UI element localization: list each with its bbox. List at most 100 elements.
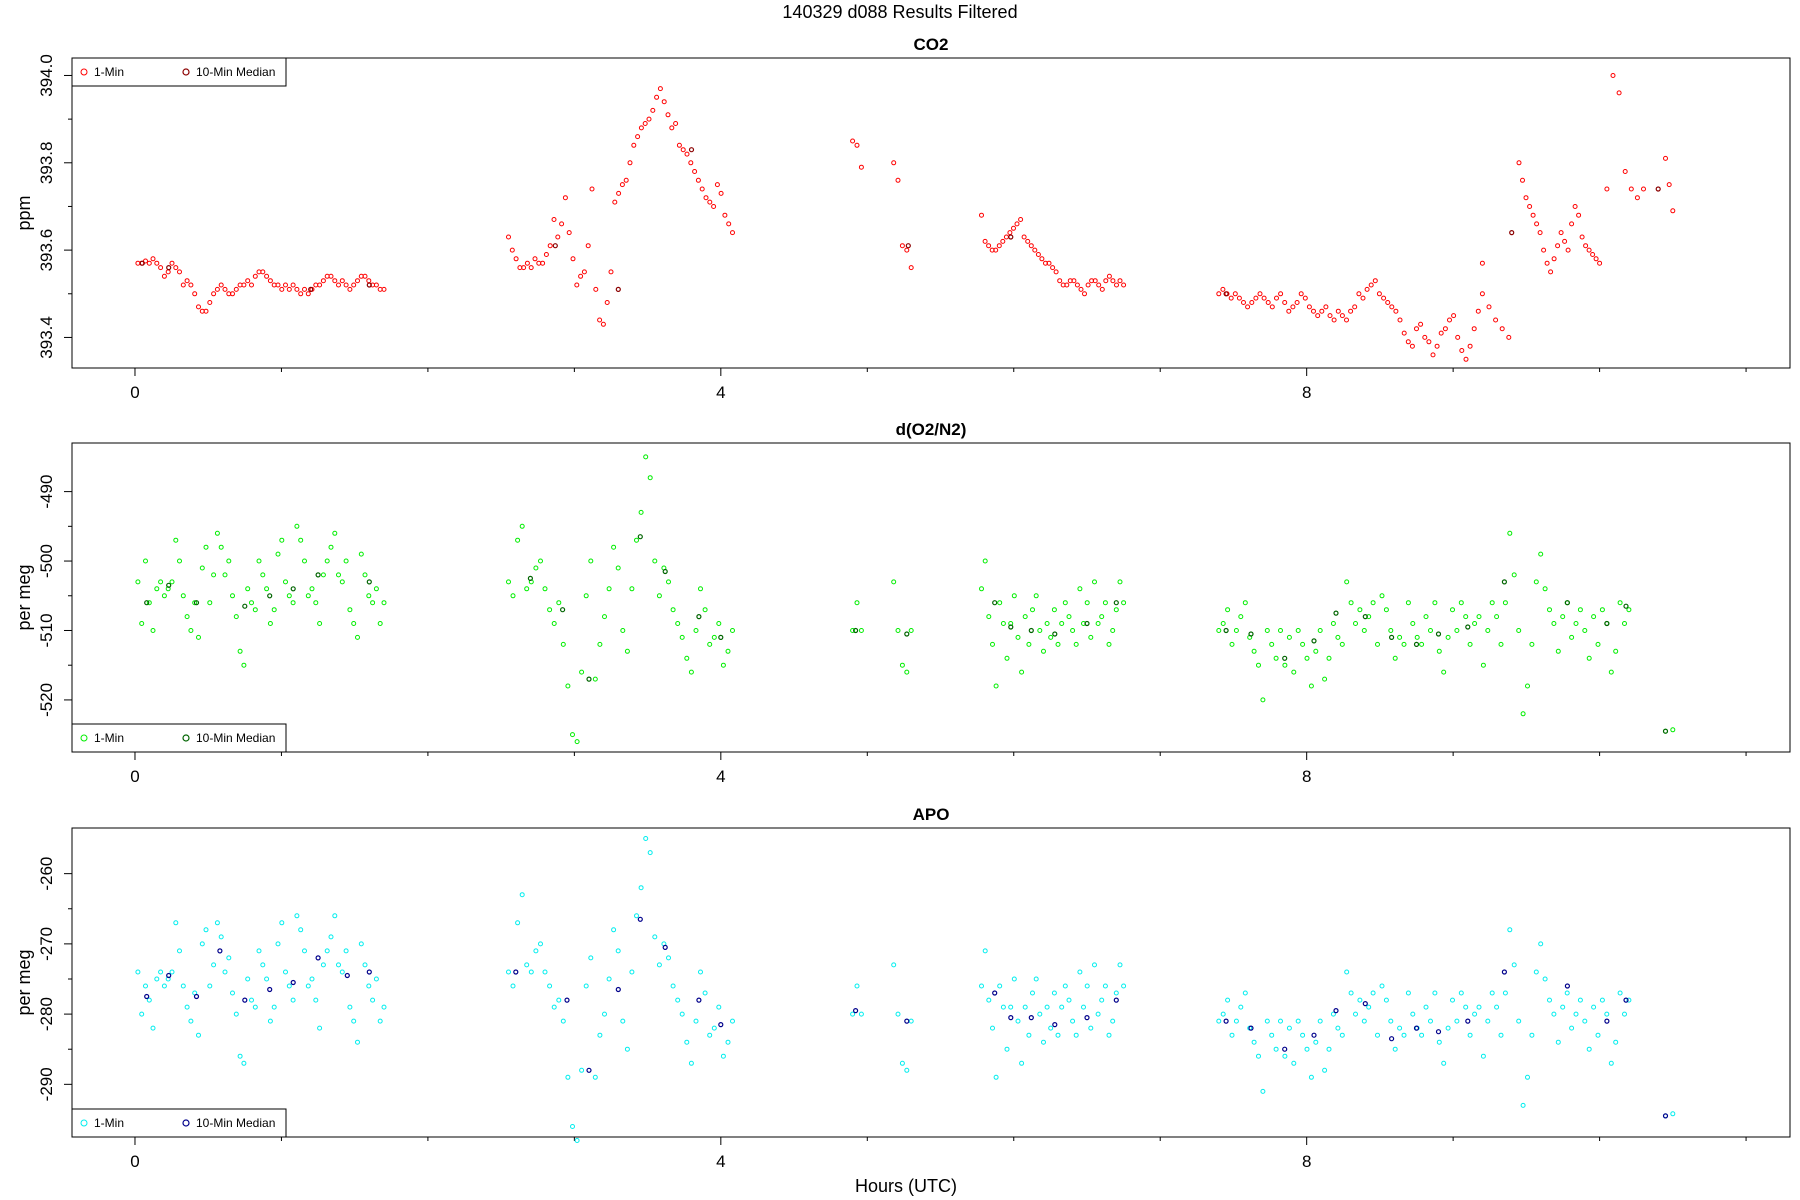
data-point-1-min (1610, 73, 1616, 78)
data-point-1-min (620, 1018, 626, 1024)
data-point-10-min-median (1223, 627, 1229, 634)
data-point-10-min-median (290, 979, 296, 986)
data-point-10-min-median (193, 600, 200, 606)
data-point-1-min (1313, 1039, 1319, 1045)
series-1-min (135, 836, 1676, 1143)
data-point-1-min (1051, 607, 1057, 613)
data-point-1-min (214, 920, 220, 926)
data-point-1-min (574, 282, 580, 288)
data-point-10-min-median (688, 147, 695, 153)
data-point-1-min (688, 1060, 694, 1066)
data-point-1-min (1344, 969, 1350, 975)
data-point-1-min (1015, 1018, 1021, 1024)
data-point-1-min (1051, 990, 1057, 996)
data-point-1-min (1216, 1018, 1222, 1024)
legend-label-1-min: 1-Min (94, 65, 124, 79)
data-point-1-min (1529, 641, 1535, 647)
data-point-1-min (899, 1060, 905, 1066)
data-point-1-min (1041, 1039, 1046, 1045)
data-point-10-min-median (267, 593, 273, 599)
data-point-1-min (1085, 282, 1091, 288)
data-point-1-min (1366, 1004, 1372, 1010)
data-point-1-min (188, 1018, 194, 1024)
data-point-1-min (196, 634, 201, 640)
data-point-1-min (1348, 600, 1354, 606)
data-point-1-min (245, 278, 251, 284)
data-point-1-min (1046, 260, 1052, 266)
series-10-min-median (144, 534, 1669, 734)
data-point-1-min (1459, 348, 1465, 353)
data-point-1-min (979, 212, 984, 218)
data-point-1-min (1494, 1004, 1500, 1010)
data-point-1-min (1430, 352, 1436, 358)
data-point-1-min (1368, 282, 1374, 288)
data-point-1-min (279, 537, 285, 543)
data-point-1-min (908, 628, 914, 633)
data-point-1-min (1463, 356, 1469, 362)
data-point-1-min (1238, 1004, 1244, 1010)
data-point-10-min-median (1008, 624, 1014, 630)
data-point-1-min (1007, 230, 1013, 236)
data-point-1-min (711, 204, 717, 209)
data-point-1-min (256, 558, 262, 564)
data-point-1-min (528, 969, 534, 975)
data-point-1-min (1008, 1004, 1014, 1010)
data-point-1-min (1278, 1018, 1283, 1024)
data-point-1-min (1037, 628, 1043, 633)
data-point-1-min (1290, 304, 1296, 310)
data-point-1-min (579, 1067, 585, 1073)
data-point-1-min (1099, 614, 1105, 620)
data-point-1-min (324, 948, 330, 954)
data-point-1-min (207, 600, 213, 606)
data-point-1-min (1041, 648, 1046, 654)
data-point-1-min (1520, 711, 1526, 717)
data-point-1-min (858, 164, 864, 170)
data-point-1-min (619, 182, 625, 188)
data-point-1-min (1520, 177, 1525, 183)
data-point-1-min (1595, 1032, 1601, 1038)
data-point-1-min (320, 962, 326, 968)
data-point-1-min (1560, 614, 1566, 620)
data-point-1-min (533, 948, 539, 954)
data-point-1-min (355, 1039, 360, 1045)
data-point-1-min (271, 607, 277, 613)
data-point-10-min-median (662, 568, 668, 575)
data-point-1-min (574, 739, 580, 745)
data-point-1-min (720, 662, 726, 668)
data-point-1-min (192, 291, 198, 297)
data-point-1-min (600, 321, 606, 327)
data-point-1-min (1096, 282, 1102, 288)
data-point-1-min (1455, 334, 1461, 340)
data-point-1-min (264, 586, 270, 592)
data-point-1-min (566, 230, 572, 236)
data-point-1-min (1376, 291, 1382, 297)
data-point-1-min (904, 669, 910, 675)
data-point-1-min (1055, 641, 1061, 647)
data-point-1-min (158, 969, 164, 975)
data-point-1-min (850, 1011, 856, 1017)
data-point-1-min (1114, 282, 1119, 288)
data-point-1-min (730, 230, 735, 236)
data-point-1-min (1486, 304, 1492, 310)
data-point-1-min (1106, 641, 1112, 647)
data-point-1-min (1405, 600, 1411, 606)
data-point-1-min (670, 983, 676, 989)
data-point-1-min (1616, 90, 1622, 96)
data-point-1-min (1282, 1053, 1288, 1059)
data-point-1-min (267, 278, 273, 284)
data-point-1-min (652, 934, 658, 940)
data-point-1-min (1502, 600, 1508, 606)
data-point-1-min (506, 234, 511, 240)
data-point-10-min-median (1501, 579, 1508, 585)
data-point-1-min (362, 273, 368, 279)
data-point-1-min (1375, 1032, 1380, 1038)
data-point-10-min-median (1564, 983, 1571, 989)
data-point-1-min (650, 107, 656, 113)
data-point-1-min (720, 1053, 726, 1059)
data-point-1-min (1569, 634, 1575, 640)
data-point-1-min (665, 112, 671, 118)
data-point-1-min (1450, 997, 1455, 1003)
data-point-1-min (302, 948, 307, 954)
data-point-1-min (1434, 343, 1440, 349)
data-point-1-min (1472, 621, 1478, 626)
